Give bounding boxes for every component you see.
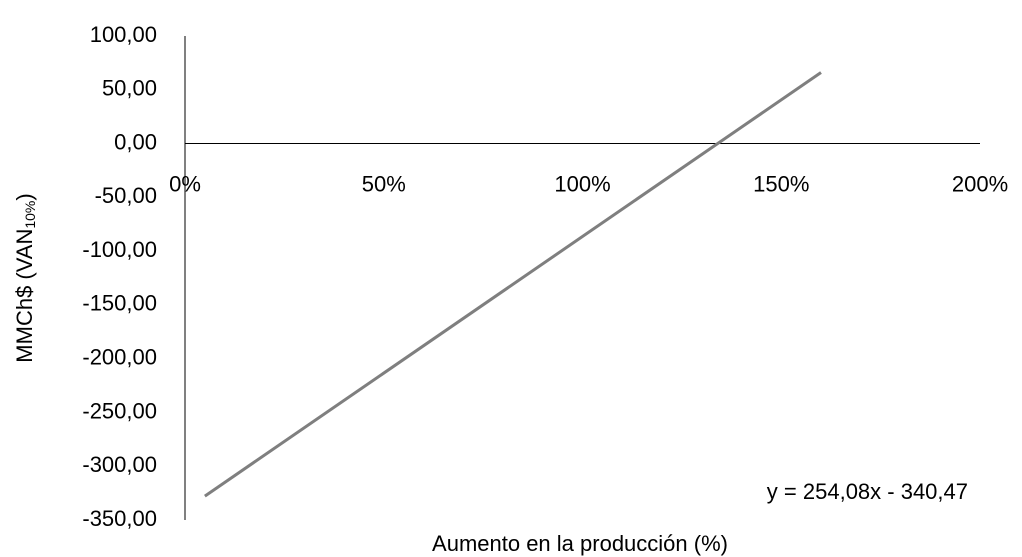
y-tick-label: 50,00 [102, 76, 157, 101]
y-axis-label-text: MMCh$ (VAN [12, 229, 37, 363]
x-axis-label: Aumento en la producción (%) [432, 531, 728, 556]
data-line [204, 71, 822, 498]
x-tick-label: 100% [554, 171, 610, 196]
y-axis-label-subscript: 10% [22, 201, 38, 229]
y-axis-label-suffix: ) [12, 193, 37, 200]
y-tick-label: -150,00 [82, 291, 157, 316]
y-tick-label: -200,00 [82, 344, 157, 369]
y-tick-label: -350,00 [82, 506, 157, 531]
x-tick-label: 150% [753, 171, 809, 196]
y-tick-label: -250,00 [82, 398, 157, 423]
y-tick-label: -50,00 [95, 183, 157, 208]
y-axis-label: MMCh$ (VAN10%) [12, 193, 38, 362]
y-tick-label: 0,00 [114, 129, 157, 154]
y-tick-label: -100,00 [82, 237, 157, 262]
x-tick-label: 50% [362, 171, 406, 196]
x-tick-label: 200% [952, 171, 1008, 196]
x-tick-label: 0% [169, 171, 201, 196]
trendline-equation: y = 254,08x - 340,47 [767, 479, 968, 504]
y-tick-label: 100,00 [90, 22, 157, 47]
y-tick-label: -300,00 [82, 452, 157, 477]
